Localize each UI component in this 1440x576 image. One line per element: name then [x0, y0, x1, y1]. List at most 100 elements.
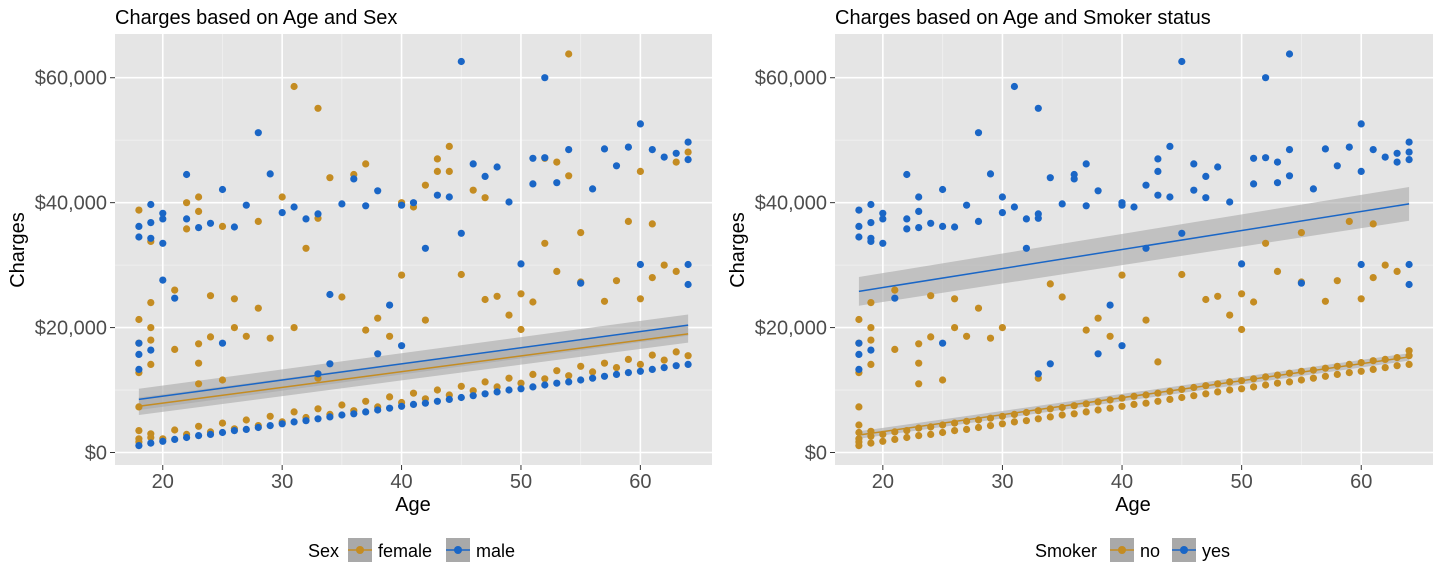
- data-point-male: [505, 386, 513, 394]
- data-point-female: [648, 274, 656, 282]
- data-point-male: [672, 362, 680, 370]
- axes: 20 30 40 50 60 $0 $20,000 $40,000 $60,000: [755, 68, 1373, 493]
- data-point-male: [529, 383, 537, 391]
- data-point-yes: [1154, 155, 1162, 163]
- data-point-no: [1405, 360, 1413, 368]
- data-point-male: [577, 279, 585, 287]
- y-tick-label: $20,000: [35, 318, 107, 340]
- data-point-no: [1357, 295, 1365, 303]
- data-point-female: [445, 142, 453, 150]
- data-point-male: [469, 392, 477, 400]
- data-point-yes: [1154, 191, 1162, 199]
- data-point-female: [218, 222, 227, 230]
- y-tick-label: $40,000: [35, 193, 107, 215]
- data-point-female: [469, 387, 477, 395]
- data-point-male: [589, 185, 597, 193]
- data-point-no: [1094, 406, 1102, 414]
- data-point-male: [242, 201, 250, 209]
- data-point-yes: [1094, 350, 1102, 358]
- data-point-yes: [1202, 172, 1210, 180]
- data-point-yes: [1238, 260, 1246, 268]
- data-point-male: [481, 390, 489, 398]
- data-point-no: [1333, 277, 1341, 285]
- data-point-yes: [915, 207, 923, 215]
- data-point-no: [1226, 311, 1234, 319]
- data-point-yes: [1357, 260, 1365, 269]
- data-point-no: [1058, 411, 1066, 419]
- data-point-female: [684, 148, 692, 156]
- data-point-no: [1345, 369, 1353, 377]
- data-point-male: [684, 280, 692, 289]
- data-point-yes: [1381, 153, 1389, 161]
- data-point-female: [230, 324, 238, 332]
- data-point-male: [636, 120, 645, 128]
- y-tick-label: $0: [85, 443, 107, 465]
- data-point-no: [867, 324, 875, 332]
- data-point-female: [147, 430, 155, 438]
- data-point-no: [855, 435, 863, 443]
- data-point-male: [135, 233, 143, 241]
- data-point-male: [398, 201, 406, 209]
- data-point-male: [159, 215, 167, 223]
- data-point-female: [135, 427, 143, 435]
- data-point-female: [386, 393, 394, 401]
- data-point-female: [636, 167, 645, 175]
- data-point-no: [1142, 399, 1150, 407]
- data-point-male: [314, 370, 322, 378]
- data-point-male: [350, 410, 358, 418]
- data-point-yes: [1190, 186, 1198, 194]
- data-point-female: [612, 364, 621, 372]
- data-point-yes: [1262, 154, 1270, 162]
- data-point-no: [1250, 298, 1258, 306]
- data-point-no: [1309, 374, 1317, 382]
- data-point-no: [1190, 392, 1198, 400]
- data-point-male: [254, 129, 262, 137]
- data-point-no: [1357, 359, 1365, 367]
- data-point-male: [433, 397, 441, 405]
- data-point-yes: [855, 222, 863, 230]
- data-point-male: [350, 175, 358, 183]
- data-point-female: [481, 194, 489, 202]
- data-point-no: [1058, 403, 1066, 412]
- data-point-female: [505, 374, 513, 382]
- data-point-female: [314, 405, 322, 413]
- y-axis-label: Charges: [7, 212, 29, 288]
- data-point-yes: [1082, 202, 1090, 210]
- data-point-male: [409, 199, 418, 207]
- data-point-yes: [1118, 342, 1126, 350]
- data-point-yes: [1118, 199, 1126, 207]
- data-point-female: [206, 333, 215, 341]
- data-point-yes: [1190, 160, 1198, 168]
- axes: 20 30 40 50 60 $0 $20,000 $40,000 $60,000: [35, 68, 652, 493]
- data-point-female: [302, 244, 310, 252]
- data-point-female: [195, 359, 203, 367]
- data-point-yes: [1369, 146, 1377, 154]
- data-point-female: [589, 368, 597, 376]
- data-point-female: [290, 408, 298, 416]
- data-point-yes: [1094, 187, 1102, 195]
- data-point-female: [469, 186, 477, 194]
- data-point-male: [684, 156, 692, 164]
- data-point-no: [998, 324, 1007, 332]
- data-point-yes: [855, 365, 863, 373]
- data-point-yes: [1022, 215, 1030, 223]
- data-point-no: [915, 432, 923, 440]
- data-point-male: [684, 138, 692, 146]
- data-point-female: [195, 193, 203, 201]
- data-point-yes: [1357, 120, 1365, 128]
- data-point-female: [218, 419, 227, 427]
- data-point-yes: [1345, 143, 1353, 151]
- data-point-male: [278, 420, 286, 428]
- data-point-no: [1130, 400, 1138, 408]
- data-point-female: [242, 332, 250, 340]
- data-point-yes: [1321, 145, 1329, 153]
- legend-label-yes: yes: [1202, 541, 1230, 561]
- data-point-male: [147, 346, 155, 354]
- data-point-no: [1214, 292, 1222, 300]
- data-point-yes: [1178, 57, 1186, 66]
- data-point-no: [1142, 316, 1150, 324]
- data-point-no: [1369, 220, 1377, 228]
- x-tick-label: 30: [271, 471, 293, 493]
- y-tick-label: $20,000: [755, 318, 827, 340]
- data-point-female: [672, 158, 680, 166]
